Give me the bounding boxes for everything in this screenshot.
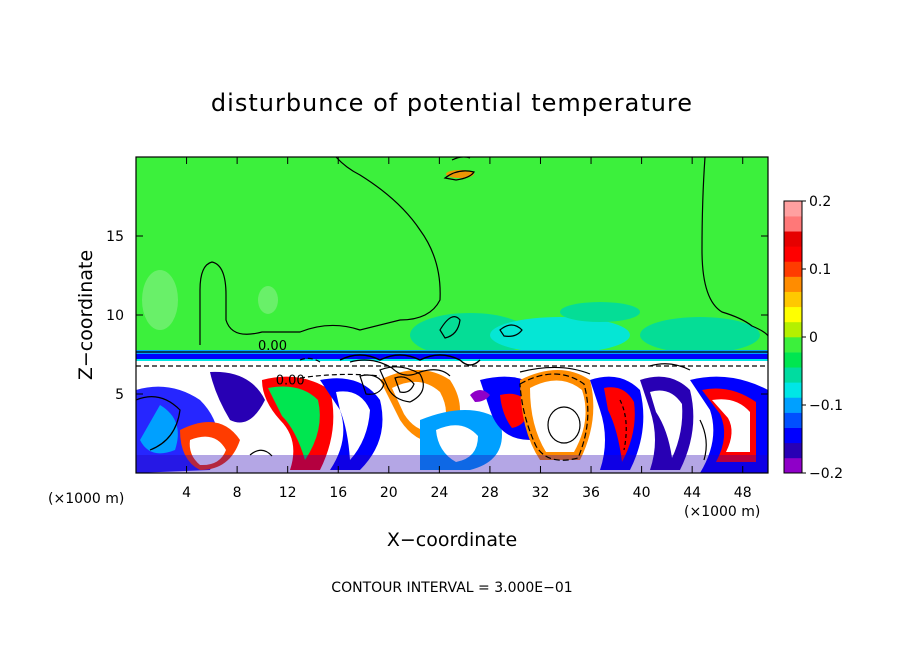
y-tick-label: 5 [115,387,124,403]
colorbar-swatch [784,397,802,413]
colorbar-swatch [784,412,802,428]
x-tick-label: 24 [430,485,448,501]
contour-labels: 0.00 0.00 [258,339,305,389]
y-axis: 5 10 15 [106,229,768,403]
colorbar-tick-label: −0.2 [809,466,843,482]
colorbar-swatch [784,261,802,277]
x-tick-label: 32 [532,485,550,501]
x-tick-label: 48 [734,485,752,501]
x-tick-label: 8 [233,485,242,501]
colorbar-swatch [784,352,802,368]
x-tick-label: 44 [683,485,701,501]
x-tick-label: 36 [582,485,600,501]
colorbar-tick-label: 0 [809,330,818,346]
plot-area: 0.00 0.00 [136,157,768,473]
colorbar-swatch [784,276,802,292]
colorbar-swatch [784,382,802,398]
contour-interval-note: CONTOUR INTERVAL = 3.000E−01 [331,580,572,596]
contour-lines [136,157,768,461]
colorbar-swatch [784,201,802,217]
x-tick-label: 12 [279,485,297,501]
colorbar-swatch [784,457,802,474]
x-axis-label: X−coordinate [387,529,517,551]
colorbar-swatch [784,216,802,232]
colorbar-tick-label: 0.2 [809,194,831,210]
colorbar-swatch [784,337,802,353]
colorbar-swatch [784,306,802,323]
x-tick-label: 4 [182,485,191,501]
colorbar-swatch [784,427,802,444]
colorbar-swatch [784,246,802,262]
colorbar-swatch [784,442,802,459]
lower-layer-eddies [136,370,768,473]
colorbar-swatch [784,367,802,383]
chart-title: disturbunce of potential temperature [211,89,693,117]
y-tick-label: 10 [106,308,124,324]
contour-label: 0.00 [276,374,305,389]
x-tick-label: 16 [329,485,347,501]
colorbar-tick-label: 0.1 [809,262,831,278]
colorbar: 0.2 0.1 0 −0.1 −0.2 [783,194,843,482]
x-unit-label-right: (×1000 m) [684,504,760,520]
contour-label: 0.00 [258,339,287,354]
x-unit-label-left: (×1000 m) [48,491,124,507]
colorbar-swatch [784,231,802,247]
x-tick-label: 28 [481,485,499,501]
x-tick-label: 40 [633,485,651,501]
x-axis: 4 8 12 16 20 24 28 32 36 40 44 48 [182,157,752,501]
colorbar-swatch [784,291,802,308]
colorbar-tick-label: −0.1 [809,398,843,414]
y-axis-label: Z−coordinate [75,250,97,380]
x-tick-label: 20 [380,485,398,501]
y-tick-label: 15 [106,229,124,245]
upper-layer-anomalies [142,170,760,357]
colorbar-swatch [784,321,802,338]
